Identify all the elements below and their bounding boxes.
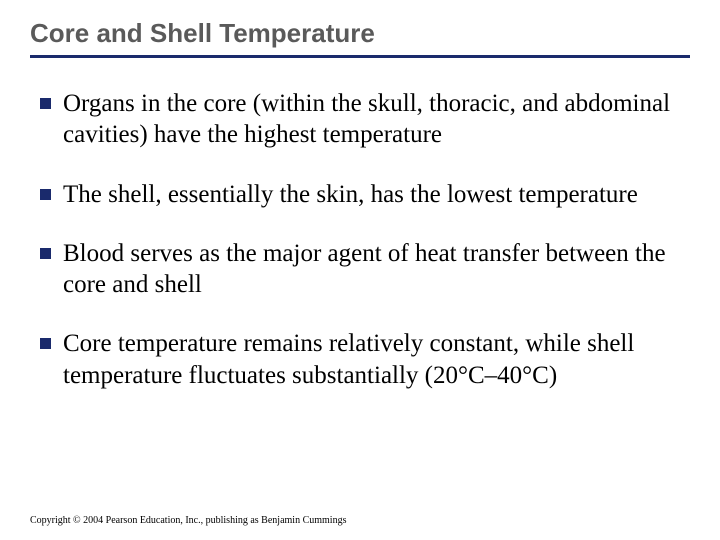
slide-container: Core and Shell Temperature Organs in the… bbox=[0, 0, 720, 540]
slide-title: Core and Shell Temperature bbox=[30, 18, 690, 55]
bullet-list: Organs in the core (within the skull, th… bbox=[30, 88, 690, 391]
list-item: The shell, essentially the skin, has the… bbox=[40, 179, 680, 210]
square-bullet-icon bbox=[40, 98, 51, 109]
square-bullet-icon bbox=[40, 189, 51, 200]
bullet-text: Blood serves as the major agent of heat … bbox=[63, 238, 680, 301]
square-bullet-icon bbox=[40, 248, 51, 259]
copyright-footer: Copyright © 2004 Pearson Education, Inc.… bbox=[30, 515, 346, 526]
square-bullet-icon bbox=[40, 338, 51, 349]
title-underline bbox=[30, 55, 690, 58]
bullet-text: The shell, essentially the skin, has the… bbox=[63, 179, 638, 210]
bullet-text: Core temperature remains relatively cons… bbox=[63, 328, 680, 391]
bullet-text: Organs in the core (within the skull, th… bbox=[63, 88, 680, 151]
list-item: Core temperature remains relatively cons… bbox=[40, 328, 680, 391]
list-item: Blood serves as the major agent of heat … bbox=[40, 238, 680, 301]
list-item: Organs in the core (within the skull, th… bbox=[40, 88, 680, 151]
